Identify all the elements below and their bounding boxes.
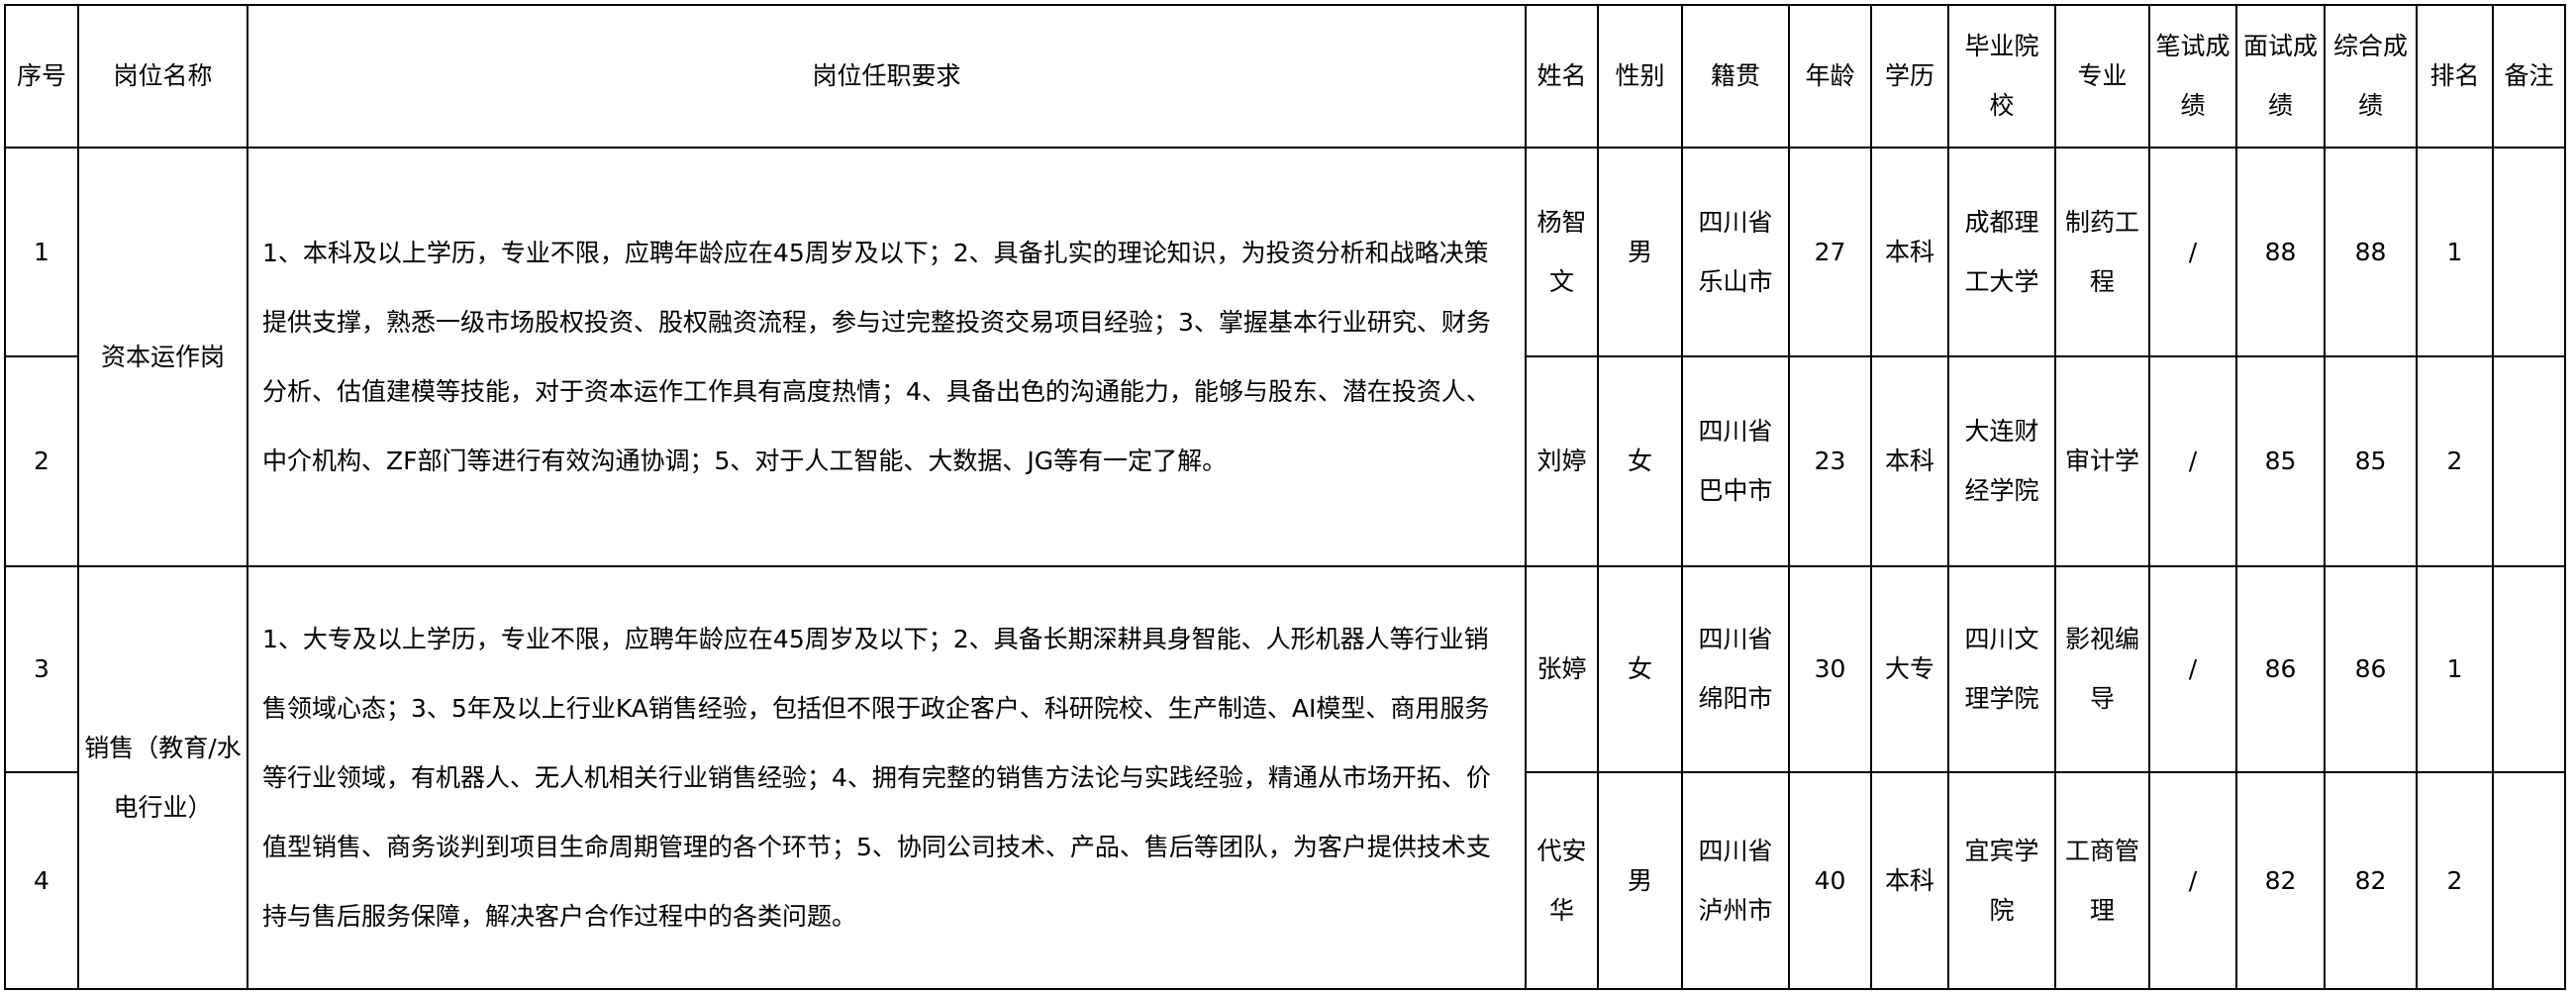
gender-cell: 女 xyxy=(1597,355,1683,567)
written-cell: / xyxy=(2148,147,2237,357)
interview-cell: 85 xyxy=(2235,355,2326,567)
gender-cell: 男 xyxy=(1597,771,1683,990)
written-cell: / xyxy=(2148,771,2237,990)
rank-cell: 1 xyxy=(2416,147,2494,357)
row-number-cell: 2 xyxy=(4,355,79,567)
header-cell: 序号 xyxy=(4,4,79,149)
header-cell: 性别 xyxy=(1597,4,1683,149)
major-cell: 影视编导 xyxy=(2054,565,2150,773)
school-cell: 成都理工大学 xyxy=(1947,147,2056,357)
header-cell: 笔试成绩 xyxy=(2148,4,2237,149)
interview-cell: 82 xyxy=(2235,771,2326,990)
header-cell: 岗位任职要求 xyxy=(247,4,1527,149)
gender-cell: 女 xyxy=(1597,565,1683,773)
header-cell: 年龄 xyxy=(1788,4,1872,149)
table-row: 2 刘婷女四川省巴中市 23 本科 大连财经学院 审计学/85 85 2 xyxy=(4,355,2566,567)
origin-cell: 四川省泸州市 xyxy=(1681,771,1790,990)
school-cell: 四川文理学院 xyxy=(1947,565,2056,773)
written-cell: / xyxy=(2148,565,2237,773)
rank-cell: 1 xyxy=(2416,565,2494,773)
row-number-cell: 3 xyxy=(4,565,79,773)
header-cell: 学历 xyxy=(1870,4,1949,149)
gender-cell: 男 xyxy=(1597,147,1683,357)
edu-cell: 本科 xyxy=(1870,771,1949,990)
requirements-cell: 1、本科及以上学历，专业不限，应聘年龄应在45周岁及以下；2、具备扎实的理论知识… xyxy=(247,147,1527,567)
name-cell: 代安华 xyxy=(1525,771,1599,990)
edu-cell: 本科 xyxy=(1870,147,1949,357)
major-cell: 工商管理 xyxy=(2054,771,2150,990)
header-cell: 毕业院校 xyxy=(1947,4,2056,149)
table-row: 3 销售（教育/水电行业） 1、大专及以上学历，专业不限，应聘年龄应在45周岁及以下… xyxy=(4,565,2566,990)
total-cell: 85 xyxy=(2324,355,2418,567)
note-cell xyxy=(2492,147,2566,357)
edu-cell: 大专 xyxy=(1870,565,1949,773)
position-name-cell: 资本运作岗 xyxy=(77,147,248,567)
recruitment-results-table: 序号 岗位名称 岗位任职要求 姓名 性别 籍贯 年龄 学历 毕业院校 专业 笔试… xyxy=(4,4,2566,990)
requirements-cell: 1、大专及以上学历，专业不限，应聘年龄应在45周岁及以下；2、具备长期深耕具身智… xyxy=(247,565,1527,990)
age-cell: 23 xyxy=(1788,355,1872,567)
table-row: 1 资本运作岗 1、本科及以上学历，专业不限，应聘年龄应在45周岁及以下；2、具备扎… xyxy=(4,147,2566,567)
header-cell: 备注 xyxy=(2492,4,2566,149)
name-cell: 杨智文 xyxy=(1525,147,1599,357)
note-cell xyxy=(2492,771,2566,990)
header-row: 序号 岗位名称 岗位任职要求 姓名 性别 籍贯 年龄 学历 毕业院校 专业 笔试… xyxy=(4,4,2566,149)
name-cell: 张婷 xyxy=(1525,565,1599,773)
note-cell xyxy=(2492,565,2566,773)
header-cell: 专业 xyxy=(2054,4,2150,149)
header-cell: 综合成绩 xyxy=(2324,4,2418,149)
major-cell: 制药工程 xyxy=(2054,147,2150,357)
origin-cell: 四川省巴中市 xyxy=(1681,355,1790,567)
header-cell: 籍贯 xyxy=(1681,4,1790,149)
header-cell: 岗位名称 xyxy=(77,4,248,149)
rank-cell: 2 xyxy=(2416,771,2494,990)
origin-cell: 四川省乐山市 xyxy=(1681,147,1790,357)
age-cell: 30 xyxy=(1788,565,1872,773)
origin-cell: 四川省绵阳市 xyxy=(1681,565,1790,773)
header-cell: 排名 xyxy=(2416,4,2494,149)
interview-cell: 88 xyxy=(2235,147,2326,357)
major-cell: 审计学 xyxy=(2054,355,2150,567)
header-cell: 姓名 xyxy=(1525,4,1599,149)
row-number-cell: 1 xyxy=(4,147,79,357)
position-name-cell: 销售（教育/水电行业） xyxy=(77,565,248,990)
school-cell: 大连财经学院 xyxy=(1947,355,2056,567)
header-cell: 面试成绩 xyxy=(2235,4,2326,149)
name-cell: 刘婷 xyxy=(1525,355,1599,567)
rank-cell: 2 xyxy=(2416,355,2494,567)
total-cell: 82 xyxy=(2324,771,2418,990)
note-cell xyxy=(2492,355,2566,567)
total-cell: 86 xyxy=(2324,565,2418,773)
school-cell: 宜宾学院 xyxy=(1947,771,2056,990)
age-cell: 27 xyxy=(1788,147,1872,357)
table-row: 4 代安华男四川省泸州市 40 本科 宜宾学院 工商管理/82 82 2 xyxy=(4,771,2566,990)
edu-cell: 本科 xyxy=(1870,355,1949,567)
age-cell: 40 xyxy=(1788,771,1872,990)
interview-cell: 86 xyxy=(2235,565,2326,773)
row-number-cell: 4 xyxy=(4,771,79,990)
written-cell: / xyxy=(2148,355,2237,567)
total-cell: 88 xyxy=(2324,147,2418,357)
